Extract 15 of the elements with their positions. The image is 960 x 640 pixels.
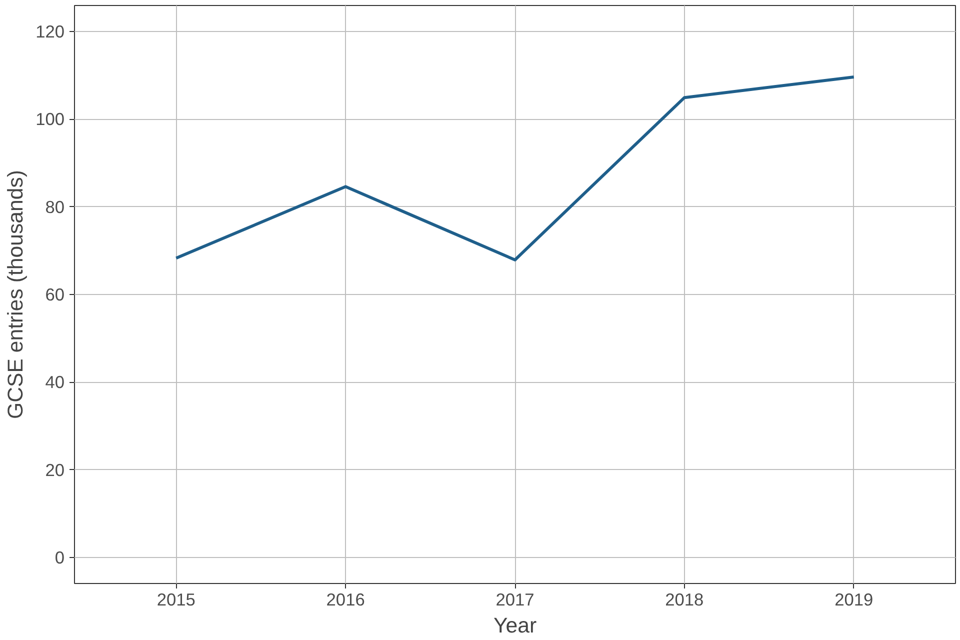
y-tick-label: 120 [36,21,65,42]
x-tick-label: 2017 [496,590,534,610]
y-tick-label: 40 [45,372,65,392]
x-tick-label: 2016 [326,590,365,610]
y-tick-label: 60 [45,284,65,304]
y-tick-label: 80 [45,196,65,217]
x-tick-label: 2019 [834,590,874,610]
y-tick-label: 100 [36,109,65,130]
x-axis-title: Year [493,614,537,638]
x-tick-label: 2018 [665,590,704,610]
y-tick-label: 20 [45,460,65,480]
x-tick-label: 2015 [156,590,196,610]
line-series [174,75,856,262]
y-axis-title: GCSE entries (thousands) [4,170,28,419]
y-tick-label: 0 [54,548,65,568]
